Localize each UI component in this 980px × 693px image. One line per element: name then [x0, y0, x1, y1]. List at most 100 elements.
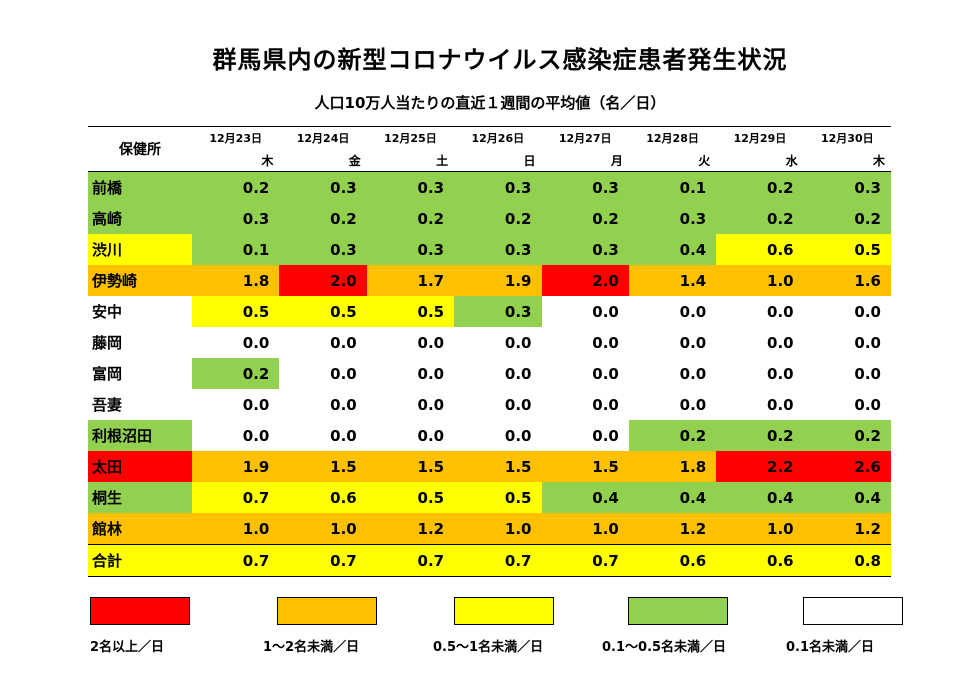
table-row: 渋川 0.1 0.3 0.3 0.3 0.3 0.4 0.6 0.5	[88, 234, 891, 265]
health-office-name: 高崎	[88, 203, 192, 234]
rate-cell: 0.5	[279, 296, 367, 327]
table-row: 伊勢崎 1.8 2.0 1.7 1.9 2.0 1.4 1.0 1.6	[88, 265, 891, 296]
legend-swatch-green	[628, 597, 728, 625]
legend-swatch-orange	[277, 597, 377, 625]
rate-cell: 0.3	[541, 171, 629, 203]
rate-cell: 0.5	[366, 296, 455, 327]
rate-cell: 0.0	[366, 327, 455, 358]
rate-cell: 0.1	[192, 234, 280, 265]
column-header-day: 木	[803, 149, 891, 172]
rate-cell: 0.2	[803, 203, 891, 234]
rate-cell: 2.2	[716, 451, 804, 482]
rate-cell: 0.0	[628, 327, 717, 358]
rate-cell: 0.0	[192, 389, 280, 420]
rate-cell: 0.0	[628, 358, 717, 389]
table-row: 高崎 0.3 0.2 0.2 0.2 0.2 0.3 0.2 0.2	[88, 203, 891, 234]
column-header-date: 12月24日	[279, 126, 367, 149]
rate-cell: 0.0	[541, 358, 629, 389]
rate-cell: 0.2	[366, 203, 455, 234]
rate-cell: 2.0	[541, 265, 629, 296]
table-row: 太田 1.9 1.5 1.5 1.5 1.5 1.8 2.2 2.6	[88, 451, 891, 482]
column-header-day: 月	[541, 149, 629, 172]
rate-cell: 2.6	[803, 451, 891, 482]
health-office-name: 館林	[88, 513, 192, 545]
rate-cell: 0.3	[366, 171, 455, 203]
rate-cell: 0.0	[279, 420, 367, 451]
rate-cell: 0.7	[454, 544, 542, 577]
rate-cell: 0.6	[716, 234, 804, 265]
rate-cell: 0.5	[454, 482, 542, 513]
legend-swatch-red	[90, 597, 190, 625]
column-header-date: 12月23日	[192, 126, 280, 149]
column-header-day: 日	[454, 149, 542, 172]
rate-cell: 0.0	[628, 389, 717, 420]
rate-cell: 0.2	[716, 171, 804, 203]
rate-cell: 0.5	[803, 234, 891, 265]
rate-cell: 0.0	[192, 327, 280, 358]
rate-cell: 1.8	[192, 265, 280, 296]
rate-cell: 0.6	[279, 482, 367, 513]
rate-cell: 0.3	[541, 234, 629, 265]
rate-cell: 0.2	[192, 358, 280, 389]
rate-cell: 0.3	[454, 296, 542, 327]
legend-label: 1～2名未満／日	[263, 640, 360, 655]
health-office-name: 前橋	[88, 171, 192, 203]
column-header-office: 保健所	[88, 126, 192, 172]
rate-cell: 0.8	[803, 544, 891, 577]
rate-cell: 0.0	[541, 420, 629, 451]
rate-cell: 0.0	[454, 420, 542, 451]
rate-cell: 0.3	[366, 234, 455, 265]
rate-cell: 1.5	[366, 451, 455, 482]
rate-cell: 0.5	[192, 296, 280, 327]
column-header-day: 金	[279, 149, 367, 172]
rate-cell: 1.0	[192, 513, 280, 545]
legend-label: 0.1～0.5名未満／日	[602, 640, 727, 655]
rate-cell: 0.4	[803, 482, 891, 513]
rate-cell: 1.7	[366, 265, 455, 296]
rate-cell: 0.3	[192, 203, 280, 234]
rate-cell: 0.0	[541, 296, 629, 327]
rate-cell: 0.0	[716, 358, 804, 389]
rate-cell: 0.0	[716, 327, 804, 358]
rate-cell: 0.0	[192, 420, 280, 451]
legend-label: 0.5～1名未満／日	[433, 640, 544, 655]
rate-cell: 0.3	[279, 234, 367, 265]
total-row: 合計 0.7 0.7 0.7 0.7 0.7 0.6 0.6 0.8	[88, 544, 891, 577]
rate-cell: 1.5	[454, 451, 542, 482]
rate-cell: 1.2	[628, 513, 717, 545]
rate-cell: 0.0	[454, 358, 542, 389]
rate-cell: 0.0	[803, 389, 891, 420]
rate-cell: 0.2	[716, 203, 804, 234]
health-office-name: 合計	[88, 544, 192, 577]
health-office-name: 太田	[88, 451, 192, 482]
column-header-date: 12月28日	[628, 126, 717, 149]
page-title: 群馬県内の新型コロナウイルス感染症患者発生状況	[212, 46, 788, 74]
rate-cell: 1.8	[628, 451, 717, 482]
column-header-date: 12月26日	[454, 126, 542, 149]
table-row: 前橋 0.2 0.3 0.3 0.3 0.3 0.1 0.2 0.3	[88, 171, 891, 203]
rate-cell: 0.4	[628, 482, 717, 513]
rate-cell: 0.4	[628, 234, 717, 265]
rate-cell: 0.0	[366, 358, 455, 389]
rate-cell: 0.0	[279, 389, 367, 420]
rate-cell: 0.0	[716, 389, 804, 420]
rate-cell: 1.0	[716, 513, 804, 545]
rate-cell: 0.6	[716, 544, 804, 577]
column-header-date: 12月25日	[366, 126, 455, 149]
legend-label: 0.1名未満／日	[786, 640, 875, 655]
health-office-name: 桐生	[88, 482, 192, 513]
rate-cell: 0.2	[541, 203, 629, 234]
column-header-day: 水	[716, 149, 804, 172]
rate-cell: 0.2	[192, 171, 280, 203]
rate-cell: 0.2	[803, 420, 891, 451]
rate-cell: 0.4	[716, 482, 804, 513]
rate-cell: 1.5	[541, 451, 629, 482]
rate-cell: 0.6	[628, 544, 717, 577]
legend-label: 2名以上／日	[90, 640, 165, 655]
health-office-name: 安中	[88, 296, 192, 327]
rate-cell: 0.0	[454, 327, 542, 358]
rate-cell: 1.2	[803, 513, 891, 545]
health-office-name: 伊勢崎	[88, 265, 192, 296]
rate-cell: 0.4	[541, 482, 629, 513]
rate-cell: 0.0	[628, 296, 717, 327]
